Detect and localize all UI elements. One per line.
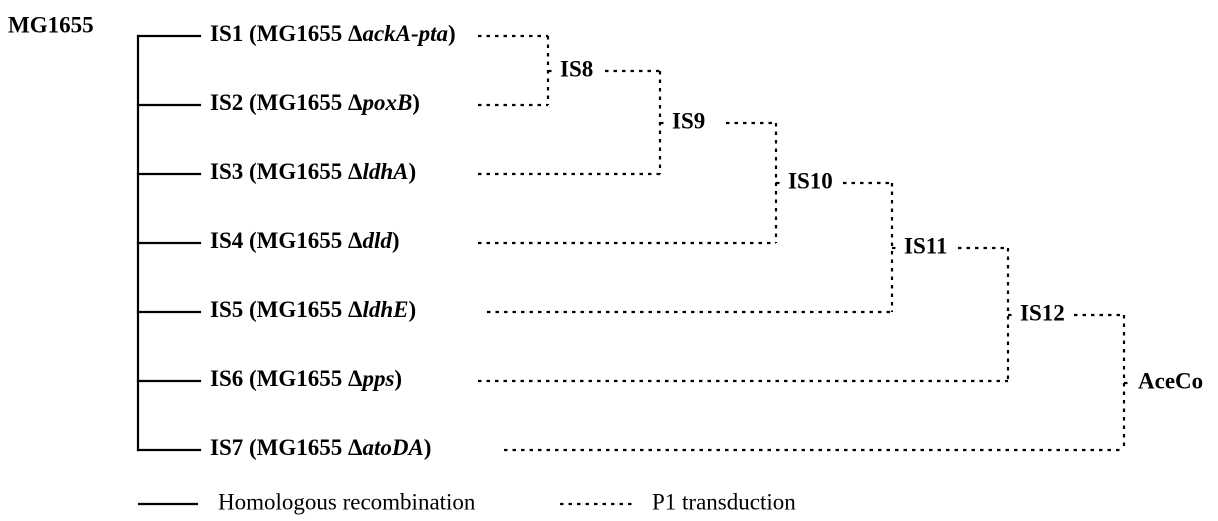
merge-label-IS10: IS10 [788, 168, 833, 193]
leaf-label-IS2: IS2 (MG1655 ΔpoxB) [210, 90, 420, 115]
merge-label-IS12: IS12 [1020, 300, 1065, 325]
strain-derivation-diagram: MG1655 IS1 (MG1655 ΔackA-pta) IS2 (MG1655 … [0, 0, 1218, 521]
leaf-label-IS4: IS4 (MG1655 Δdld) [210, 228, 400, 253]
merge-label-IS11: IS11 [904, 233, 947, 258]
diagram-root: MG1655 IS1 (MG1655 ΔackA-pta) IS2 (MG1655 … [0, 0, 1218, 521]
legend-solid-label: Homologous recombination [218, 489, 476, 514]
final-label: AceCo [1138, 368, 1203, 393]
leaf-label-IS5: IS5 (MG1655 ΔldhE) [210, 297, 416, 322]
merge-label-IS9: IS9 [672, 108, 705, 133]
leaf-label-IS3: IS3 (MG1655 ΔldhA) [210, 159, 416, 184]
leaf-label-IS6: IS6 (MG1655 Δpps) [210, 366, 402, 391]
root-label: MG1655 [8, 12, 94, 37]
leaf-label-IS7: IS7 (MG1655 ΔatoDA) [210, 435, 431, 460]
merge-label-IS8: IS8 [560, 56, 593, 81]
legend: Homologous recombination P1 transduction [138, 489, 796, 514]
leaf-label-IS1: IS1 (MG1655 ΔackA-pta) [210, 21, 456, 46]
legend-dotted-label: P1 transduction [652, 489, 796, 514]
